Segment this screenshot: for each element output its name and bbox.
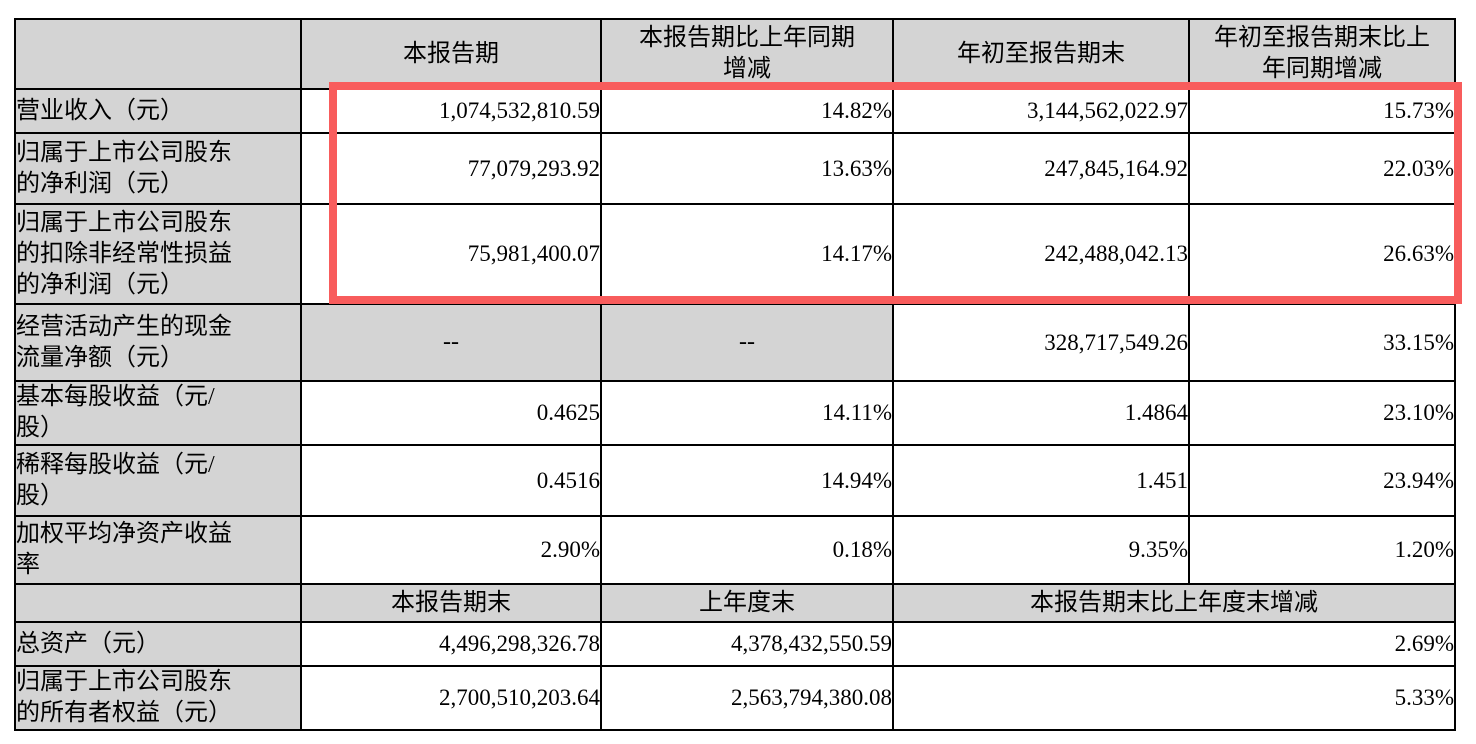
value-cell: 1.4864 xyxy=(892,380,1190,446)
value-cell: 0.4516 xyxy=(300,444,602,517)
table-header-row: 本报告期 本报告期比上年同期 增减 年初至报告期末 年初至报告期末比上 年同期增… xyxy=(14,18,1456,90)
value-cell: 0.18% xyxy=(600,515,894,585)
value-cell: 77,079,293.92 xyxy=(300,132,602,205)
header-cell-period-end: 本报告期末 xyxy=(300,583,602,623)
table-row: 归属于上市公司股东 的扣除非经常性损益 的净利润（元） 75,981,400.0… xyxy=(14,203,1456,305)
financial-summary-table: 本报告期 本报告期比上年同期 增减 年初至报告期末 年初至报告期末比上 年同期增… xyxy=(14,18,1456,731)
header-cell-current-yoy: 本报告期比上年同期 增减 xyxy=(600,18,894,90)
value-cell: 23.10% xyxy=(1188,380,1456,446)
table-row: 基本每股收益（元/ 股） 0.4625 14.11% 1.4864 23.10% xyxy=(14,380,1456,446)
value-cell: 5.33% xyxy=(892,665,1456,731)
value-cell: 14.17% xyxy=(600,203,894,305)
row-label-cell: 稀释每股收益（元/ 股） xyxy=(14,444,302,517)
value-cell: 242,488,042.13 xyxy=(892,203,1190,305)
value-cell: 14.11% xyxy=(600,380,894,446)
row-label-cell: 归属于上市公司股东 的扣除非经常性损益 的净利润（元） xyxy=(14,203,302,305)
value-cell: 23.94% xyxy=(1188,444,1456,517)
row-label-cell: 经营活动产生的现金 流量净额（元） xyxy=(14,303,302,382)
table-row: 经营活动产生的现金 流量净额（元） -- -- 328,717,549.26 3… xyxy=(14,303,1456,382)
row-label-cell: 加权平均净资产收益 率 xyxy=(14,515,302,585)
value-cell: 15.73% xyxy=(1188,88,1456,134)
value-cell: 1.451 xyxy=(892,444,1190,517)
value-cell: 22.03% xyxy=(1188,132,1456,205)
header-cell-current-period: 本报告期 xyxy=(300,18,602,90)
table-row: 总资产（元） 4,496,298,326.78 4,378,432,550.59… xyxy=(14,621,1456,667)
value-cell: 247,845,164.92 xyxy=(892,132,1190,205)
value-cell: 33.15% xyxy=(1188,303,1456,382)
value-cell: 14.94% xyxy=(600,444,894,517)
header-cell-prev-year-end: 上年度末 xyxy=(600,583,894,623)
value-cell: 1,074,532,810.59 xyxy=(300,88,602,134)
table-row: 加权平均净资产收益 率 2.90% 0.18% 9.35% 1.20% xyxy=(14,515,1456,585)
value-cell: 13.63% xyxy=(600,132,894,205)
row-label-cell: 基本每股收益（元/ 股） xyxy=(14,380,302,446)
value-cell: 2,700,510,203.64 xyxy=(300,665,602,731)
value-cell: 4,496,298,326.78 xyxy=(300,621,602,667)
table-row: 归属于上市公司股东 的所有者权益（元） 2,700,510,203.64 2,5… xyxy=(14,665,1456,731)
value-cell: 0.4625 xyxy=(300,380,602,446)
value-cell: 14.82% xyxy=(600,88,894,134)
value-cell: 3,144,562,022.97 xyxy=(892,88,1190,134)
value-cell: 1.20% xyxy=(1188,515,1456,585)
table-row: 归属于上市公司股东 的净利润（元） 77,079,293.92 13.63% 2… xyxy=(14,132,1456,205)
table-row: 营业收入（元） 1,074,532,810.59 14.82% 3,144,56… xyxy=(14,88,1456,134)
header-cell-ytd-yoy: 年初至报告期末比上 年同期增减 xyxy=(1188,18,1456,90)
value-cell: 2,563,794,380.08 xyxy=(600,665,894,731)
row-label-cell: 总资产（元） xyxy=(14,621,302,667)
row-label-cell: 营业收入（元） xyxy=(14,88,302,134)
table-row: 稀释每股收益（元/ 股） 0.4516 14.94% 1.451 23.94% xyxy=(14,444,1456,517)
value-cell: 2.90% xyxy=(300,515,602,585)
value-cell: 4,378,432,550.59 xyxy=(600,621,894,667)
header-cell-empty xyxy=(14,18,302,90)
value-cell: 26.63% xyxy=(1188,203,1456,305)
value-cell: 75,981,400.07 xyxy=(300,203,602,305)
table-header-row-bottom: 本报告期末 上年度末 本报告期末比上年度末增减 xyxy=(14,583,1456,623)
value-cell: 328,717,549.26 xyxy=(892,303,1190,382)
header-cell-ytd: 年初至报告期末 xyxy=(892,18,1190,90)
value-cell-dash: -- xyxy=(600,303,894,382)
row-label-cell: 归属于上市公司股东 的所有者权益（元） xyxy=(14,665,302,731)
header-cell-change-vs-prev-year-end: 本报告期末比上年度末增减 xyxy=(892,583,1456,623)
value-cell: 2.69% xyxy=(892,621,1456,667)
row-label-cell: 归属于上市公司股东 的净利润（元） xyxy=(14,132,302,205)
header-cell-empty xyxy=(14,583,302,623)
value-cell-dash: -- xyxy=(300,303,602,382)
value-cell: 9.35% xyxy=(892,515,1190,585)
